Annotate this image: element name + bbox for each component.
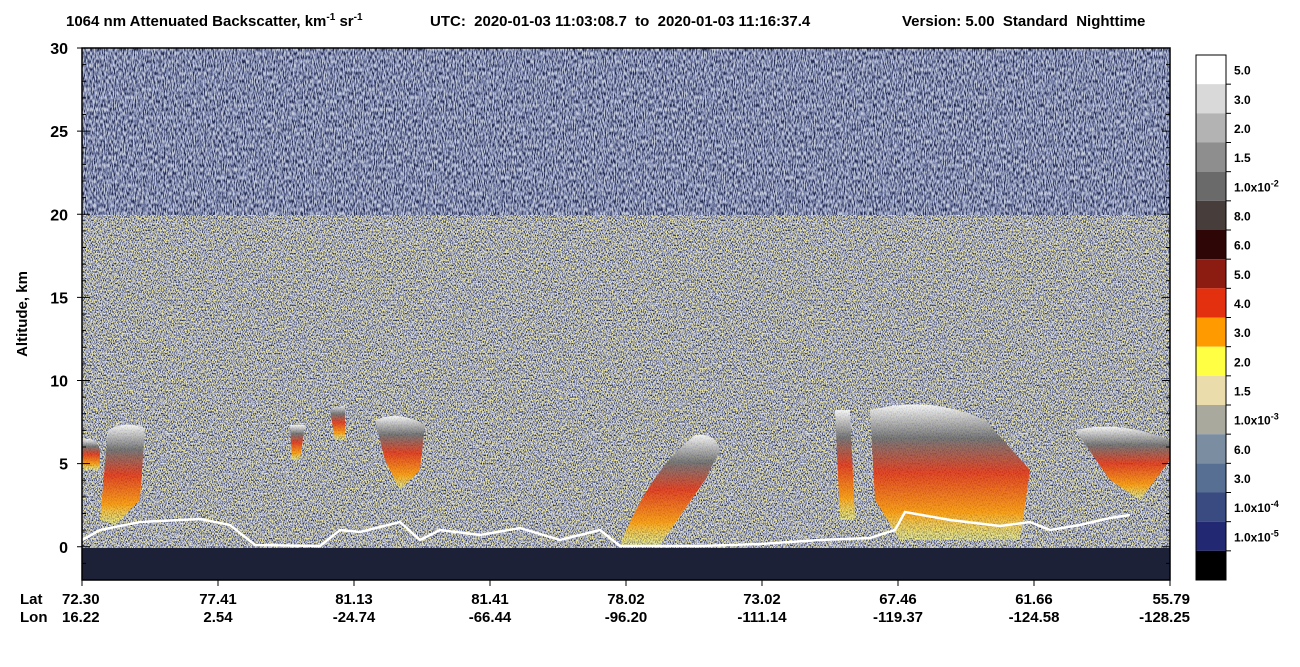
colorbar-label-text: 6.0 [1234, 239, 1251, 253]
colorbar-label: 4.0 [1234, 297, 1251, 311]
colorbar-swatch [1196, 55, 1226, 85]
y-tick-label: 5 [59, 457, 68, 474]
noise-upper [82, 48, 1170, 215]
colorbar-swatch [1196, 550, 1226, 580]
colorbar-label: 1.0x10-3 [1234, 412, 1279, 428]
clouds [82, 404, 1170, 545]
colorbar-label: 2.0 [1234, 355, 1251, 369]
colorbar-swatch [1196, 346, 1226, 376]
colorbar-label-text: 1.0x10 [1234, 180, 1271, 194]
surface-return [81, 510, 1131, 548]
y-tick-label: 20 [50, 207, 68, 224]
colorbar-swatch [1196, 200, 1226, 230]
lat-label: 81.41 [471, 591, 509, 608]
row-label: Lat [20, 591, 43, 608]
colorbar-label: 1.0x10-2 [1234, 178, 1279, 194]
row-label: Lon [20, 609, 48, 626]
utc-range: UTC: 2020-01-03 11:03:08.7 to 2020-01-03… [430, 13, 811, 30]
colorbar-swatch [1196, 521, 1226, 551]
y-tick-label: 25 [50, 124, 68, 141]
colorbar-label-sup: -2 [1271, 178, 1279, 188]
colorbar-label-text: 1.0x10 [1234, 530, 1271, 544]
colorbar-label-text: 8.0 [1234, 209, 1251, 223]
colorbar-label-text: 2.0 [1234, 355, 1251, 369]
colorbar-label: 5.0 [1234, 64, 1251, 78]
ground [82, 548, 1170, 580]
y-tick-label: 10 [50, 374, 68, 391]
colorbar-swatch [1196, 375, 1226, 405]
colorbar-swatch [1196, 259, 1226, 289]
colorbar-label: 3.0 [1234, 326, 1251, 340]
colorbar-label-text: 6.0 [1234, 443, 1251, 457]
lon-label: -66.44 [469, 609, 512, 626]
colorbar-label: 3.0 [1234, 93, 1251, 107]
lon-label: -24.74 [333, 609, 376, 626]
colorbar-label-text: 1.5 [1234, 151, 1251, 165]
title-text: sr [335, 13, 354, 30]
colorbar-swatch [1196, 113, 1226, 143]
colorbar-label-text: 3.0 [1234, 326, 1251, 340]
version: Version: 5.00 Standard Nighttime [902, 13, 1145, 30]
colorbar-label: 1.0x10-5 [1234, 528, 1279, 544]
colorbar-label-text: 1.0x10 [1234, 501, 1271, 515]
y-tick-label: 30 [50, 41, 68, 58]
colorbar-label-text: 1.0x10 [1234, 414, 1271, 428]
colorbar-label-text: 1.5 [1234, 384, 1251, 398]
y-axis-label: Altitude, km [14, 271, 31, 357]
colorbar-label: 5.0 [1234, 268, 1251, 282]
chart-title: 1064 nm Attenuated Backscatter, km-1 sr-… [66, 12, 363, 30]
colorbar-swatch [1196, 463, 1226, 493]
colorbar-swatch [1196, 492, 1226, 522]
colorbar-label-text: 5.0 [1234, 64, 1251, 78]
colorbar-label: 8.0 [1234, 209, 1251, 223]
colorbar-label-text: 5.0 [1234, 268, 1251, 282]
title-sup: -1 [326, 12, 335, 23]
colorbar-swatch [1196, 142, 1226, 172]
colorbar-label-sup: -3 [1271, 412, 1279, 422]
colorbar-label: 3.0 [1234, 472, 1251, 486]
title-sup: -1 [354, 12, 363, 23]
title-text: 1064 nm Attenuated Backscatter, km [66, 13, 326, 30]
colorbar-label: 1.5 [1234, 384, 1251, 398]
colorbar-label: 6.0 [1234, 443, 1251, 457]
lon-label: -124.58 [1009, 609, 1060, 626]
lat-label: 67.46 [879, 591, 917, 608]
colorbar-label: 1.5 [1234, 151, 1251, 165]
colorbar-label: 1.0x10-4 [1234, 499, 1279, 515]
lat-label: 81.13 [335, 591, 373, 608]
colorbar-label: 6.0 [1234, 239, 1251, 253]
colorbar-label: 2.0 [1234, 122, 1251, 136]
lon-label: -119.37 [873, 609, 923, 626]
lat-label: 73.02 [743, 591, 781, 608]
lat-label: 77.41 [199, 591, 237, 608]
colorbar-swatch [1196, 288, 1226, 318]
lon-label: -96.20 [605, 609, 648, 626]
lat-label: 78.02 [607, 591, 645, 608]
colorbar-label-text: 3.0 [1234, 472, 1251, 486]
colorbar-swatch [1196, 230, 1226, 260]
y-tick-label: 15 [50, 290, 68, 307]
colorbar-swatch [1196, 317, 1226, 347]
colorbar-label-sup: -4 [1271, 499, 1279, 509]
colorbar-label-text: 2.0 [1234, 122, 1251, 136]
colorbar-label-text: 3.0 [1234, 93, 1251, 107]
colorbar-swatch [1196, 434, 1226, 464]
colorbar-label-sup: -5 [1271, 528, 1279, 538]
colorbar-swatch [1196, 405, 1226, 435]
colorbar-swatch [1196, 171, 1226, 201]
lon-label: 16.22 [62, 609, 100, 626]
lon-label: -111.14 [737, 609, 787, 626]
lon-label: -128.25 [1139, 609, 1190, 626]
lat-label: 72.30 [62, 591, 100, 608]
colorbar-label-text: 4.0 [1234, 297, 1251, 311]
lat-label: 61.66 [1015, 591, 1053, 608]
lon-label: 2.54 [203, 609, 233, 626]
y-tick-label: 0 [59, 540, 68, 557]
lat-label: 55.79 [1152, 591, 1190, 608]
colorbar-swatch [1196, 84, 1226, 114]
plot-area [81, 47, 1171, 581]
